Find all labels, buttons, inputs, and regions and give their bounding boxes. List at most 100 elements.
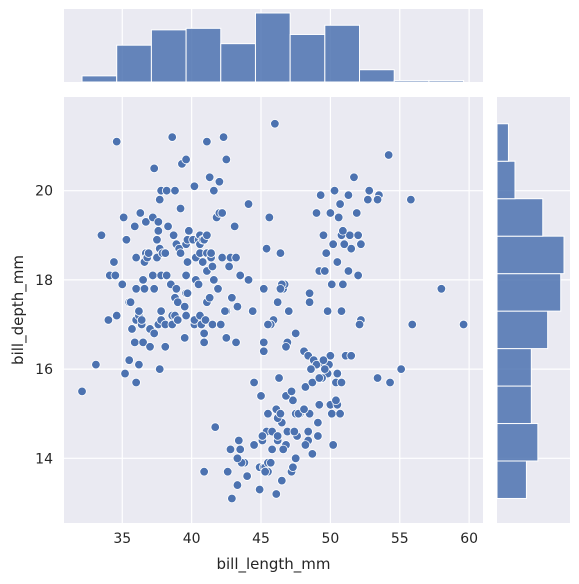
scatter-point [135,208,146,218]
scatter-point [349,172,359,182]
scatter-point [160,342,170,352]
scatter-point [338,279,348,290]
joint-gridlines [64,97,483,523]
scatter-point [121,235,132,245]
y-tick-labels: 14 16 18 20 [35,184,53,468]
y-tick-label: 16 [35,362,53,378]
x-histogram-bar [359,69,395,83]
scatter-point [304,297,315,307]
scatter-point [141,217,151,227]
y-histogram-bar [496,198,544,237]
scatter-point [289,426,300,437]
scatter-point [199,337,209,348]
scatter-point [182,288,193,298]
scatter-point [247,306,258,316]
x-histogram-bar [150,29,187,83]
scatter-point [223,467,233,477]
scatter-point [328,239,338,249]
scatter-point [173,297,183,307]
scatter-point [131,284,141,294]
scatter-point [281,342,291,352]
scatter-point [225,444,236,455]
scatter-point [275,284,286,294]
scatter-point [396,364,406,374]
scatter-point [343,266,354,276]
scatter-point [277,475,287,486]
scatter-point [329,185,340,196]
scatter-point [181,154,191,165]
scatter-point [118,212,129,223]
scatter-point [259,346,269,356]
scatter-point [134,359,144,370]
scatter-point [300,440,311,450]
scatter-point [372,194,383,205]
scatter-point [221,154,232,165]
scatter-point [112,310,122,321]
scatter-point [259,337,269,348]
scatter-point [346,351,356,361]
scatter-point [96,230,107,240]
scatter-point [235,444,245,455]
scatter-point [134,306,144,316]
scatter-point [220,306,230,316]
scatter-point [321,248,331,258]
x-histogram-bar [324,24,361,83]
scatter-point [346,243,356,254]
scatter-point [343,190,354,200]
scatter-point [204,172,215,182]
y-histogram-bar [496,348,532,387]
scatter-point [275,248,286,258]
scatter-point [167,132,177,142]
scatter-point [180,333,190,343]
scatter-point [304,288,315,298]
scatter-point [331,395,341,406]
x-axis-label: bill_length_mm [216,555,330,574]
scatter-point [243,199,254,209]
y-histogram-bar [496,273,562,312]
y-histogram-bar [496,385,532,425]
scatter-point [216,319,226,330]
scatter-point [149,328,159,339]
scatter-point [214,177,225,187]
scatter-point [209,185,219,196]
scatter-point [407,319,417,330]
scatter-point [328,440,338,450]
y-tick-label: 18 [35,273,53,289]
scatter-point [307,449,318,459]
y-axis-label: bill_depth_mm [9,255,28,365]
scatter-point [182,257,193,267]
scatter-point [171,284,182,294]
scatter-point [234,435,244,446]
scatter-point [202,136,212,147]
scatter-point [153,226,164,236]
scatter-point [153,217,164,227]
scatter-point [332,368,343,379]
scatter-point [314,400,324,410]
scatter-point [334,212,344,223]
scatter-point [260,467,270,477]
scatter-point [272,297,283,307]
scatter-point [155,194,165,205]
scatter-point [175,203,186,214]
scatter-point [161,270,172,281]
scatter-point [170,185,180,196]
scatter-point [202,230,212,240]
scatter-point [210,422,220,432]
scatter-point [124,355,134,365]
scatter-point [218,132,229,142]
x-histogram-bar [220,43,256,83]
scatter-point [180,301,190,312]
scatter-point [242,471,252,481]
scatter-point [353,230,363,240]
scatter-point [311,208,322,218]
x-histogram-bar [254,12,291,83]
scatter-points [77,119,469,504]
scatter-point [155,364,165,374]
scatter-point [313,431,323,441]
scatter-point [199,467,209,477]
scatter-point [257,431,268,441]
scatter-point [353,270,363,281]
scatter-point [352,208,362,218]
scatter-point [145,342,155,352]
scatter-point [272,431,283,441]
